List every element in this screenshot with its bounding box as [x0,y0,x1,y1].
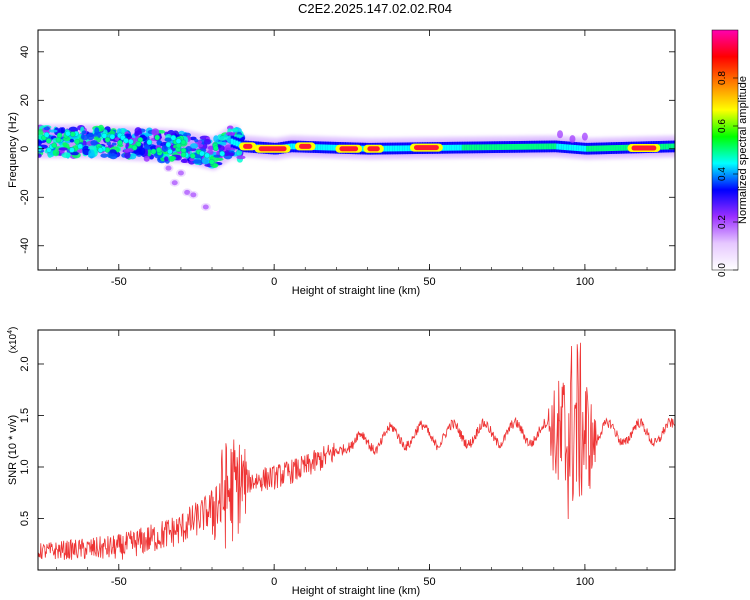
colorbar-tick-label: 0.0 [717,263,728,277]
spectrogram-hotspot [258,146,287,152]
spectrogram-y-tick-label: 40 [19,46,31,58]
spectrogram-x-tick-label: 0 [271,276,277,288]
snr-y-tick-label: 0.5 [19,511,31,526]
spectrogram-hotspot [413,145,439,151]
colorbar: 0.0 0.2 0.4 0.6 0.8 Normalized spectral ampl… [711,29,749,277]
spectrogram-x-tick-label: 100 [576,276,594,288]
snr-y-tick-label: 1.0 [19,459,31,474]
snr-y-ticks: 0.5 1.0 1.5 2.0 [19,356,675,526]
colorbar-gradient [711,29,739,271]
snr-y-tick-label: 2.0 [19,356,31,371]
spectrogram-hotspot [243,143,253,149]
snr-x-tick-label: 50 [423,576,435,588]
spectrogram-y-ticks: 40 20 0 -20 -40 [19,46,675,254]
spectrogram-ridge [230,130,675,155]
snr-frame [37,329,676,571]
colorbar-tick-label: 0.8 [717,71,728,85]
spectrogram-y-tick-label: -20 [19,189,31,205]
spectrogram-blobs [38,124,246,211]
spectrogram-x-ticks: -50 0 50 100 [56,30,648,288]
spectrogram-y-tick-label: 0 [19,146,31,152]
spectrogram-marks [38,124,675,211]
colorbar-tick-label: 0.2 [717,215,728,229]
snr-x-tick-label: -50 [111,576,127,588]
spectrogram-y-label: Frequency (Hz) [7,112,19,188]
snr-multiplier-label: (x104) [7,327,19,354]
spectrogram-y-tick-label: 20 [19,94,31,106]
spectrogram-hotspot [299,143,312,149]
snr-y-label: SNR (10 * v/v) [7,415,19,485]
spectrogram-y-tick-label: -40 [19,238,31,254]
spectrogram-hotspot [339,146,359,152]
colorbar-ticks: 0.0 0.2 0.4 0.6 0.8 [717,71,738,277]
spectrogram-hotspot [631,145,657,151]
snr-y-tick-label: 1.5 [19,408,31,423]
snr-x-label: Height of straight line (km) [292,585,420,597]
spectrogram-x-tick-label: -50 [111,276,127,288]
snr-x-tick-label: 100 [576,576,594,588]
snr-series-line [38,342,675,560]
spectrogram-hotspot [367,146,380,152]
chart-title: C2E2.2025.147.02.02.R04 [298,1,452,16]
spectrogram-panel: -50 0 50 100 40 20 0 -20 -40 Height of straight… [7,29,676,297]
spectrogram-frame [37,29,676,271]
snr-x-ticks: -50 0 50 100 [56,330,648,588]
colorbar-tick-label: 0.4 [717,167,728,181]
spectrogram-x-tick-label: 50 [423,276,435,288]
spectrogram-x-label: Height of straight line (km) [292,285,420,297]
colorbar-label: Normalized spectral amplitude [737,76,749,224]
snr-panel: -50 0 50 100 0.5 1.0 1.5 2.0 Height of straigh… [7,327,676,597]
colorbar-tick-label: 0.6 [717,119,728,133]
snr-x-tick-label: 0 [271,576,277,588]
